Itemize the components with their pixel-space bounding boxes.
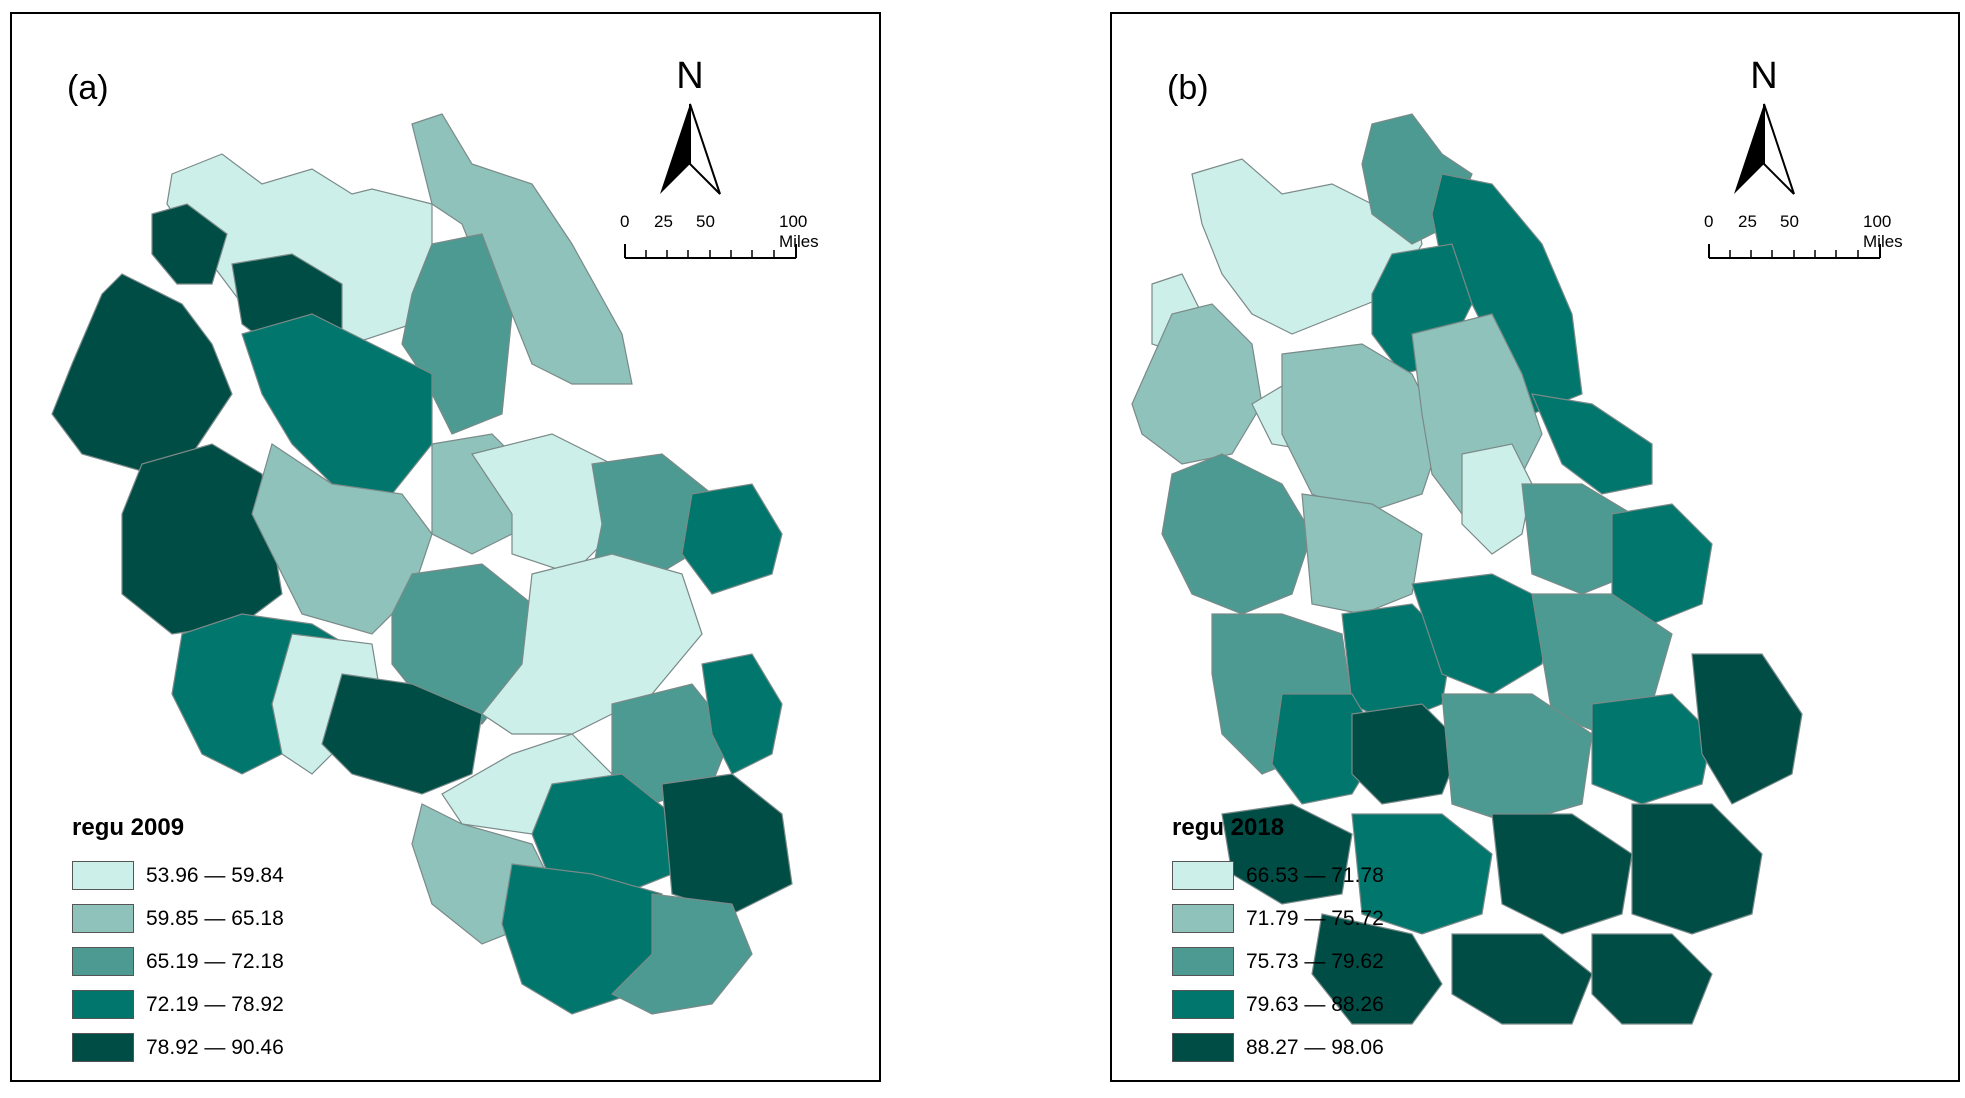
scale-tick-label: 25 (1738, 212, 1757, 231)
region[interactable] (1631, 803, 1763, 935)
map-panel-b: (b) N 0 25 50 100 Miles regu 2018 66.53 … (1110, 12, 1960, 1082)
legend-swatch (1172, 990, 1234, 1019)
region-group-a (51, 113, 793, 1015)
legend-swatch (1172, 1033, 1234, 1062)
region[interactable] (681, 483, 783, 595)
map-panel-a: (a) N 0 25 50 100 Miles regu 2009 53.96 … (10, 12, 881, 1082)
legend-label: 71.79 — 75.72 (1246, 906, 1384, 930)
choropleth-map-a (51, 113, 793, 1015)
legend-item: 78.92 — 90.46 (72, 1026, 284, 1069)
legend-swatch (72, 861, 134, 890)
region[interactable] (1491, 813, 1633, 935)
region[interactable] (1351, 703, 1463, 805)
legend-swatch (72, 1033, 134, 1062)
legend: regu 2009 53.96 — 59.84 59.85 — 65.18 65… (72, 814, 284, 1069)
legend-label: 79.63 — 88.26 (1246, 992, 1384, 1016)
region[interactable] (1451, 933, 1593, 1025)
legend-item: 66.53 — 71.78 (1172, 854, 1384, 897)
legend-label: 78.92 — 90.46 (146, 1035, 284, 1059)
north-arrow-icon (1734, 103, 1795, 195)
north-arrow-icon (660, 103, 721, 195)
scale-bar: 0 25 50 100 Miles (620, 212, 824, 272)
legend-label: 66.53 — 71.78 (1246, 863, 1384, 887)
region[interactable] (661, 773, 793, 915)
legend-swatch (72, 990, 134, 1019)
legend-title: regu 2018 (1172, 814, 1285, 841)
legend: regu 2018 66.53 — 71.78 71.79 — 75.72 75… (1172, 814, 1384, 1069)
legend-title: regu 2009 (72, 814, 185, 841)
north-arrow: N (1724, 56, 1804, 211)
region[interactable] (1301, 493, 1423, 615)
scale-bar-graphic (1708, 244, 1881, 259)
panel-label: (b) (1167, 69, 1209, 107)
region[interactable] (241, 313, 433, 495)
region[interactable] (471, 433, 613, 575)
legend-swatch (1172, 861, 1234, 890)
legend-label: 72.19 — 78.92 (146, 992, 284, 1016)
region[interactable] (411, 113, 633, 385)
region[interactable] (51, 273, 233, 475)
legend-swatch (1172, 947, 1234, 976)
region[interactable] (151, 203, 228, 285)
scale-tick-label: 50 (696, 212, 715, 231)
scale-bar-graphic (624, 244, 797, 259)
region[interactable] (1351, 813, 1493, 935)
region[interactable] (531, 773, 673, 895)
scale-tick-label: 0 (620, 212, 630, 231)
legend-swatch (72, 904, 134, 933)
region[interactable] (121, 443, 283, 635)
region[interactable] (271, 633, 383, 775)
panel-label: (a) (67, 69, 109, 107)
region[interactable] (701, 653, 783, 775)
legend-label: 65.19 — 72.18 (146, 949, 284, 973)
region[interactable] (1531, 393, 1653, 495)
legend-swatch (72, 947, 134, 976)
legend-item: 65.19 — 72.18 (72, 940, 284, 983)
region[interactable] (321, 673, 483, 795)
legend-label: 53.96 — 59.84 (146, 863, 284, 887)
scale-tick-label: 50 (1780, 212, 1799, 231)
region[interactable] (610, 893, 753, 1015)
legend-item: 71.79 — 75.72 (1172, 897, 1384, 940)
scale-bar: 0 25 50 100 Miles (1704, 212, 1908, 272)
legend-label: 88.27 — 98.06 (1246, 1035, 1384, 1059)
legend-item: 75.73 — 79.62 (1172, 940, 1384, 983)
choropleth-map-b (1131, 113, 1803, 1025)
legend-item: 88.27 — 98.06 (1172, 1026, 1384, 1069)
region[interactable] (1591, 933, 1713, 1025)
legend-item: 59.85 — 65.18 (72, 897, 284, 940)
region[interactable] (391, 563, 533, 725)
region[interactable] (1281, 343, 1443, 515)
region[interactable] (1311, 913, 1443, 1025)
scale-tick-label: 25 (654, 212, 673, 231)
north-label: N (676, 55, 704, 97)
legend-label: 59.85 — 65.18 (146, 906, 284, 930)
scale-tick-label: 0 (1704, 212, 1714, 231)
legend-item: 79.63 — 88.26 (1172, 983, 1384, 1026)
legend-swatch (1172, 904, 1234, 933)
legend-label: 75.73 — 79.62 (1246, 949, 1384, 973)
region[interactable] (1441, 693, 1593, 825)
region[interactable] (1691, 653, 1803, 805)
region-group-b (1131, 113, 1803, 1025)
scale-tick-label: 100 Miles (1863, 212, 1903, 251)
north-arrow: N (650, 56, 730, 211)
legend-item: 72.19 — 78.92 (72, 983, 284, 1026)
region[interactable] (1461, 443, 1533, 555)
north-label: N (1750, 55, 1778, 97)
region[interactable] (1161, 453, 1313, 615)
scale-tick-label: 100 Miles (779, 212, 819, 251)
region[interactable] (1411, 573, 1553, 695)
legend-item: 53.96 — 59.84 (72, 854, 284, 897)
region[interactable] (1591, 693, 1713, 805)
